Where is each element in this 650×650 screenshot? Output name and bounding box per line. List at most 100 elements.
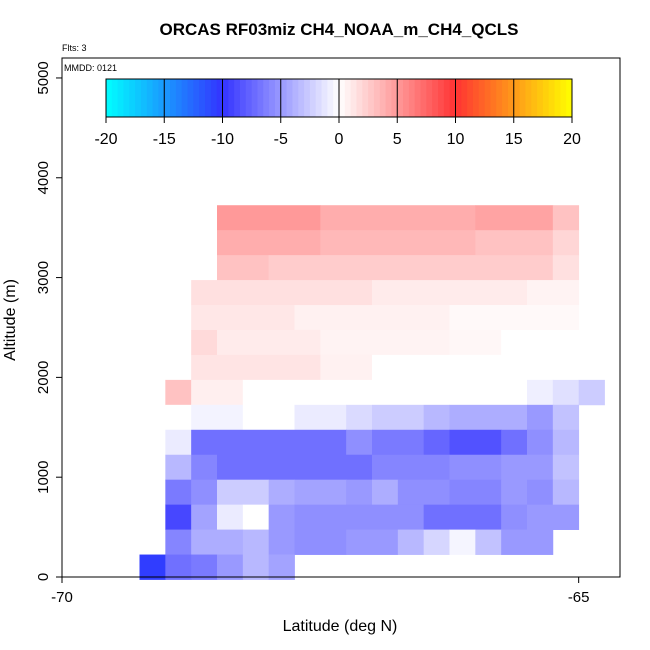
heatmap-cell xyxy=(320,354,373,381)
heatmap-cell xyxy=(449,329,502,356)
heatmap-cell xyxy=(191,305,295,331)
colorbar-swatch xyxy=(210,79,218,117)
heatmap-cell xyxy=(449,529,476,555)
colorbar-swatch xyxy=(426,79,433,117)
colorbar-tick-label: -15 xyxy=(153,131,176,148)
heatmap-cell xyxy=(527,479,554,506)
colorbar-swatch xyxy=(496,79,503,117)
colorbar: -20 -15 -10 -5 0 5 10 15 20 xyxy=(94,78,581,148)
colorbar-swatch xyxy=(106,79,113,117)
colorbar-swatch xyxy=(309,79,317,117)
colorbar-swatch xyxy=(315,79,323,117)
colorbar-swatch xyxy=(140,79,148,117)
heatmap-cell xyxy=(449,404,528,431)
y-tick-label: 3000 xyxy=(35,261,52,294)
heatmap-cell xyxy=(294,529,347,555)
colorbar-swatch xyxy=(455,79,462,117)
colorbar-swatch xyxy=(432,79,439,117)
heatmap-cell xyxy=(268,255,554,281)
colorbar-swatch xyxy=(519,79,526,117)
colorbar-swatch xyxy=(385,79,392,117)
heatmap-cell xyxy=(501,479,528,506)
colorbar-swatch xyxy=(513,79,521,117)
heatmap-cell xyxy=(372,454,450,481)
heatmap-cell xyxy=(449,479,502,506)
colorbar-swatch xyxy=(502,79,509,117)
colorbar-swatch xyxy=(152,79,159,117)
heatmap-cell xyxy=(346,479,373,506)
colorbar-swatch xyxy=(333,79,340,117)
axes: -70 -65 0 1000 2000 3000 4000 5000 xyxy=(35,61,590,606)
colorbar-swatch xyxy=(123,79,130,117)
heatmap-cell xyxy=(268,529,295,555)
y-tick-label: 4000 xyxy=(35,161,52,194)
colorbar-swatch xyxy=(403,79,410,117)
heatmap-cell xyxy=(191,554,218,580)
colorbar-swatch xyxy=(537,79,544,117)
heatmap-cell xyxy=(578,379,605,406)
colorbar-swatch xyxy=(356,79,363,117)
heatmap-cell xyxy=(320,230,476,256)
colorbar-tick-label: -10 xyxy=(211,131,234,148)
heatmap-cell xyxy=(165,404,192,431)
heatmap-cell xyxy=(449,429,502,456)
colorbar-swatch xyxy=(117,79,124,117)
colorbar-tick-label: 5 xyxy=(393,131,402,148)
heatmap-cell xyxy=(527,429,554,456)
heatmap-cell xyxy=(397,479,450,506)
colorbar-swatch xyxy=(135,79,142,117)
colorbar-swatch xyxy=(239,79,247,117)
heatmap-cell xyxy=(217,504,244,530)
colorbar-swatch xyxy=(164,79,171,117)
y-tick-label: 5000 xyxy=(35,61,52,94)
heatmap-cell xyxy=(139,554,166,580)
colorbar-swatch xyxy=(344,79,352,117)
colorbar-swatch xyxy=(187,79,194,117)
heatmap-cell xyxy=(527,504,580,530)
heatmap-cell xyxy=(501,529,554,555)
colorbar-swatch xyxy=(181,79,189,117)
heatmap-cell xyxy=(423,429,450,456)
heatmap-cell xyxy=(242,379,528,406)
colorbar-swatch xyxy=(472,79,480,117)
colorbar-tick-label: 15 xyxy=(505,131,523,148)
colorbar-swatch xyxy=(245,79,253,117)
heatmap-cell xyxy=(165,504,192,530)
colorbar-swatch xyxy=(368,79,375,117)
heatmap-cell xyxy=(346,529,399,555)
heatmap-cell xyxy=(217,205,321,231)
heatmap-cell xyxy=(346,504,425,530)
heatmap-cell xyxy=(501,429,528,456)
heatmap-cell xyxy=(165,454,192,481)
heatmap-cell xyxy=(217,479,270,506)
heatmap-cell xyxy=(191,429,347,456)
colorbar-tick-label: -20 xyxy=(94,131,117,148)
heatmap-cell xyxy=(242,554,270,580)
colorbar-swatch xyxy=(263,79,270,117)
heatmap-cell xyxy=(294,479,347,506)
colorbar-swatch xyxy=(339,79,346,117)
heatmap-cell xyxy=(552,230,580,256)
colorbar-swatch xyxy=(146,79,154,117)
colorbar-swatch xyxy=(408,79,416,117)
heatmap-cell xyxy=(320,329,450,356)
heatmap-cell xyxy=(552,404,580,431)
heatmap-cell xyxy=(294,305,450,331)
heatmap-cell xyxy=(242,529,270,555)
colorbar-swatch xyxy=(507,79,515,117)
colorbar-swatch xyxy=(461,79,468,117)
x-tick-label: -70 xyxy=(51,589,73,606)
heatmap-cell xyxy=(423,504,502,530)
colorbar-swatch xyxy=(251,79,258,117)
colorbar-swatch xyxy=(420,79,427,117)
heatmap-cell xyxy=(552,454,580,481)
heatmap-cell xyxy=(527,404,554,431)
colorbar-swatch xyxy=(199,79,206,117)
heatmap-cell xyxy=(165,479,192,506)
colorbar-tick-label: 0 xyxy=(335,131,344,148)
heatmap-cell xyxy=(527,379,554,406)
colorbar-swatch xyxy=(443,79,451,117)
heatmap-cell xyxy=(242,504,270,530)
x-tick-label: -65 xyxy=(568,589,590,606)
heatmap-cell xyxy=(217,454,373,481)
